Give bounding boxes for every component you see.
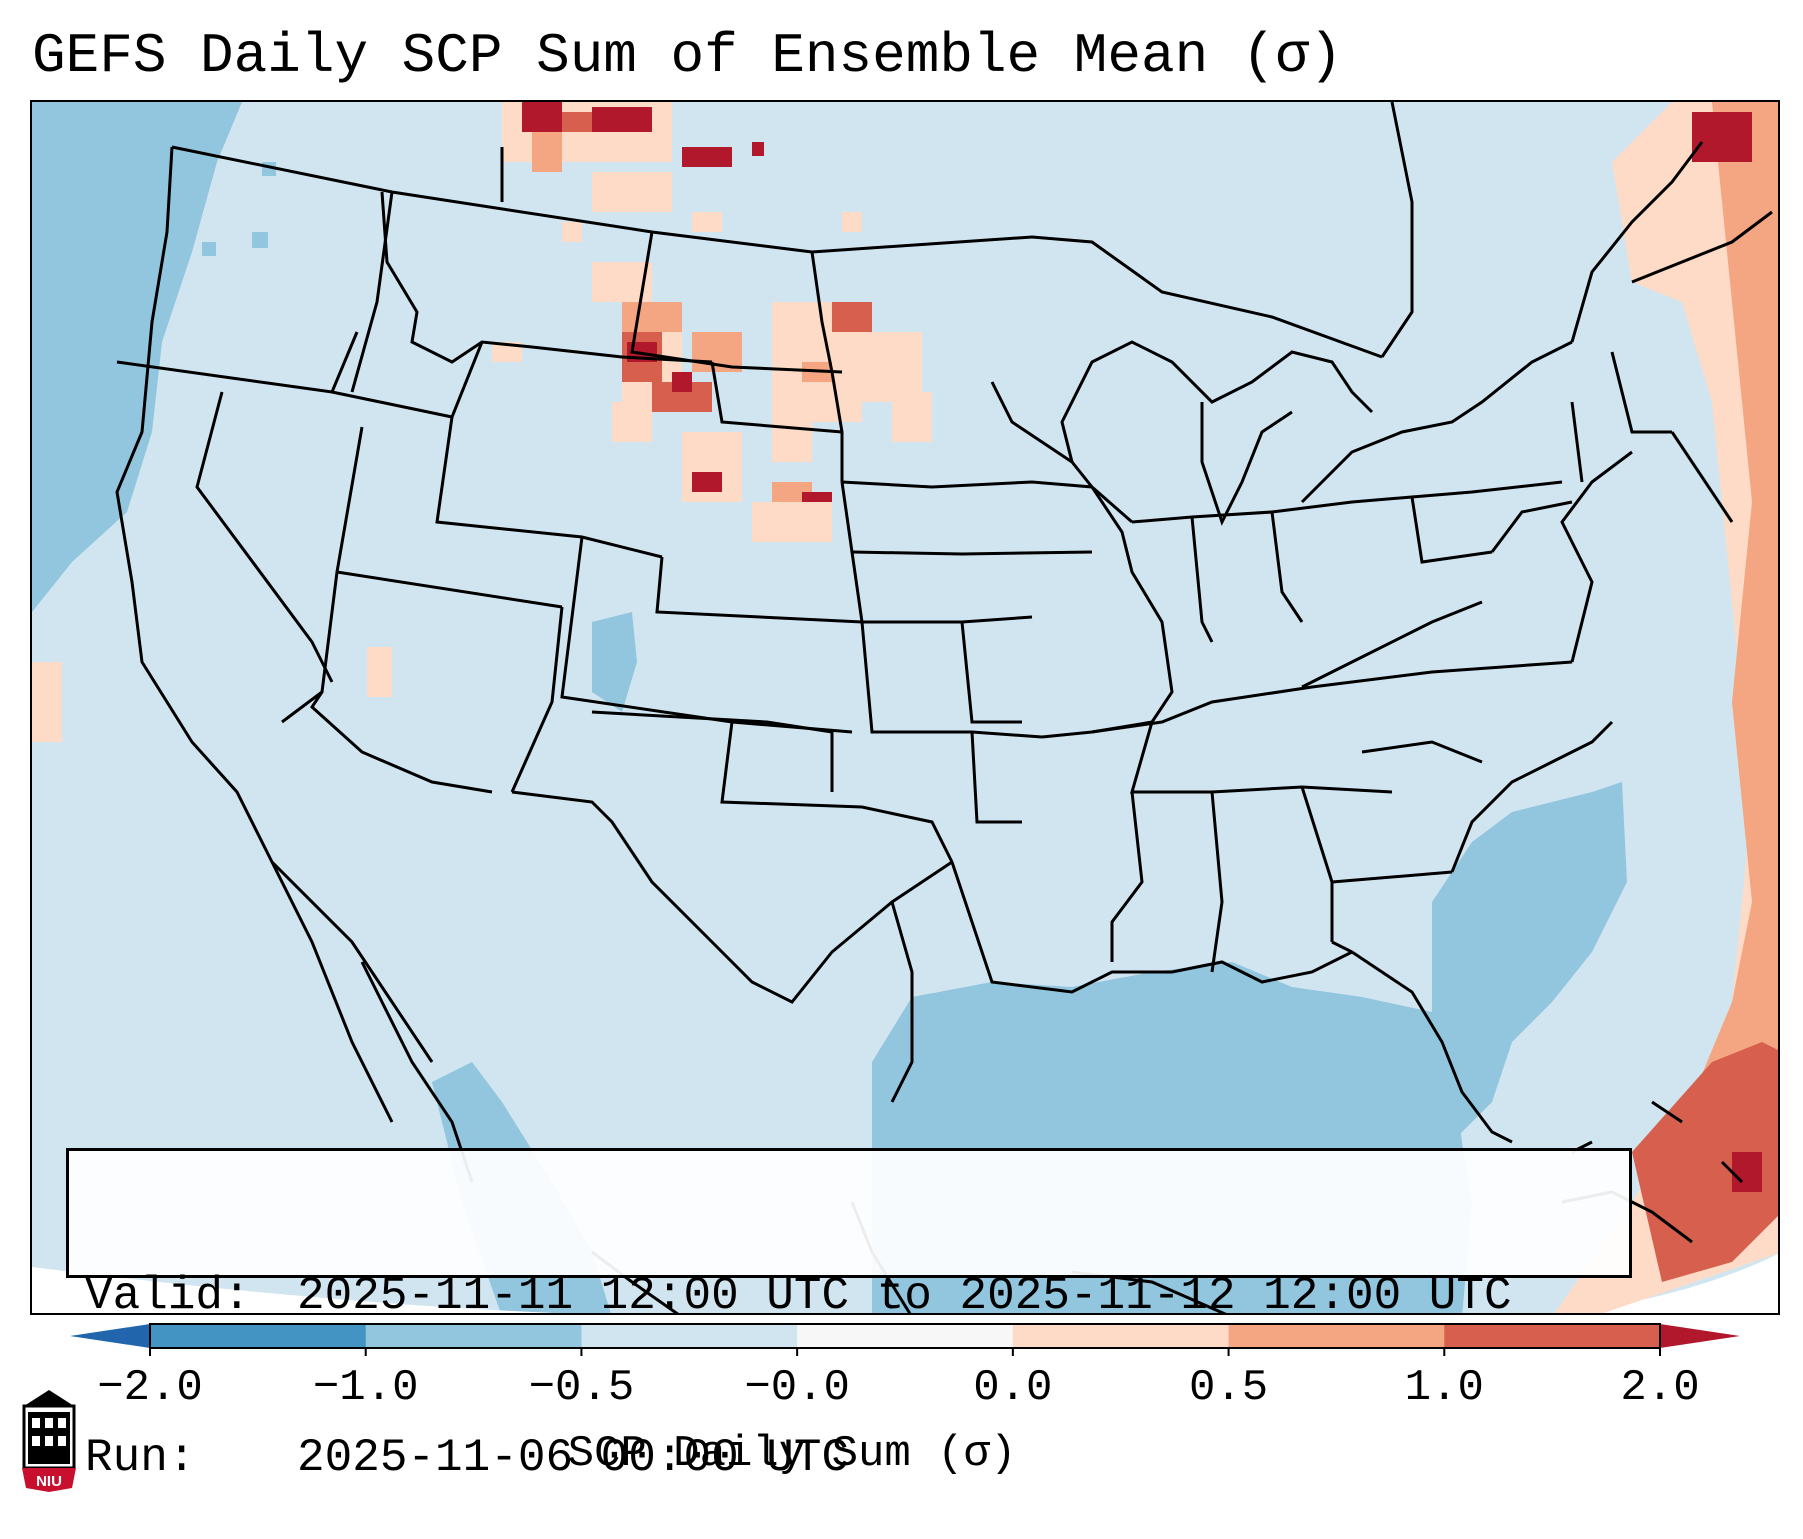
colorbar-segment-1 — [365, 1324, 582, 1348]
run-label: Run: — [85, 1432, 196, 1484]
colorbar-segment-5 — [1228, 1324, 1445, 1348]
valid-label: Valid: — [85, 1270, 251, 1322]
colorbar-tick-label: 0.0 — [973, 1363, 1053, 1413]
colorbar-segment-4 — [1012, 1324, 1230, 1348]
run-value: 2025-11-06 00:00 UTC — [297, 1432, 850, 1484]
atlantic-positive-anomalies — [1554, 102, 1778, 1313]
valid-row: Valid: 2025-11-11 12:00 UTC to 2025-11-12… — [85, 1269, 1629, 1323]
colorbar-segments — [150, 1324, 1661, 1348]
colorbar-tick-label: −0.0 — [744, 1363, 850, 1413]
atlantic-anomaly — [1432, 782, 1627, 1142]
colorbar-tick-label: 2.0 — [1620, 1363, 1700, 1413]
colorbar-title: SCP Daily Sum (σ) — [567, 1429, 1017, 1479]
colorbar-tick-label: 1.0 — [1404, 1363, 1484, 1413]
colorbar-segment-2 — [581, 1324, 798, 1348]
logo-text: NIU — [36, 1473, 62, 1490]
northern-plains-anomalies — [492, 102, 932, 542]
niu-logo-icon: NIU — [22, 1390, 76, 1492]
colorbar-tick-label: −2.0 — [97, 1363, 203, 1413]
chart-title: GEFS Daily SCP Sum of Ensemble Mean (σ) — [32, 24, 1343, 88]
state-borders — [115, 102, 1773, 1313]
validity-info-box: Valid: 2025-11-11 12:00 UTC to 2025-11-12… — [66, 1148, 1632, 1484]
colorbar-tick-label: 0.5 — [1188, 1363, 1269, 1413]
colorbar — [70, 1323, 1740, 1356]
map-canvas — [32, 102, 1778, 1313]
colorbar-extend-high — [1660, 1324, 1740, 1348]
valid-value: 2025-11-11 12:00 UTC to 2025-11-12 12:00… — [297, 1270, 1512, 1322]
colorbar-segment-6 — [1444, 1324, 1661, 1348]
colorbar-extend-low — [70, 1324, 150, 1348]
colorbar-segment-0 — [150, 1324, 367, 1348]
colorbar-ticks — [149, 1348, 1661, 1356]
run-row: Run: 2025-11-06 00:00 UTC — [85, 1431, 1629, 1485]
colorbar-tick-label: −1.0 — [312, 1363, 419, 1413]
pacific-anomaly — [32, 102, 242, 612]
colorbar-segment-3 — [797, 1324, 1014, 1348]
colorbar-tick-label: −0.5 — [528, 1363, 635, 1413]
map-panel — [30, 100, 1780, 1315]
